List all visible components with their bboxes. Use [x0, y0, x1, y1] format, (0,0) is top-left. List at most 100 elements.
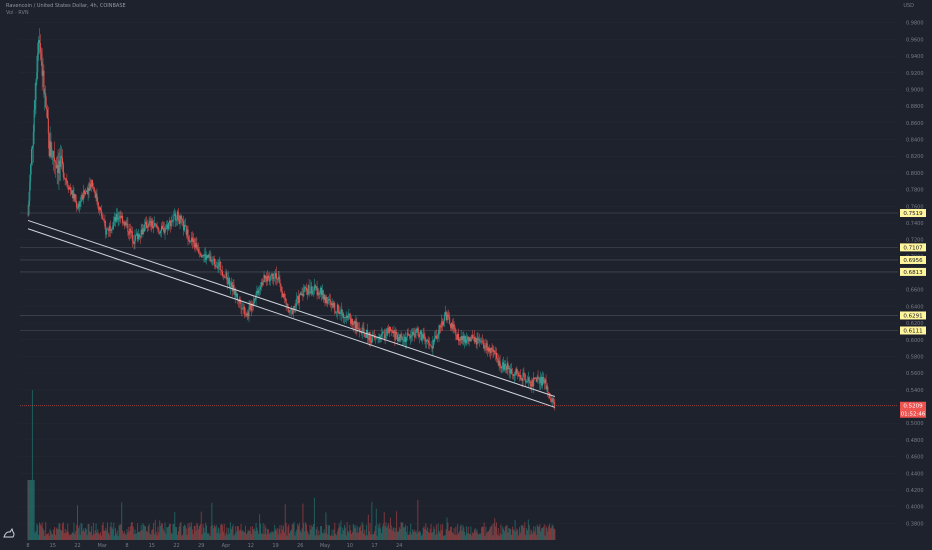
candle-body: [523, 372, 525, 374]
volume-bar: [197, 524, 199, 540]
candle-body: [442, 321, 444, 326]
volume-bar: [424, 528, 426, 540]
volume-bar: [376, 535, 378, 540]
volume-bar: [37, 525, 39, 540]
volume-bar: [206, 533, 208, 540]
price-label: 0.6813: [903, 270, 923, 276]
candle-body: [391, 329, 393, 332]
candle-body: [329, 299, 331, 303]
volume-bar: [260, 533, 262, 540]
candle-body: [264, 274, 266, 279]
candle-body: [355, 321, 357, 329]
volume-bar: [294, 535, 296, 540]
volume-bar: [228, 528, 230, 540]
candle-body: [198, 248, 200, 253]
volume-bar: [535, 534, 537, 540]
volume-bar: [140, 524, 142, 540]
price-tick-label: 0.6600: [906, 288, 924, 294]
candle-body: [516, 368, 518, 373]
volume-bar: [103, 530, 105, 540]
volume-bar: [229, 533, 231, 540]
volume-bar: [303, 523, 305, 540]
symbol-title: Ravencoin / United States Dollar, 4h, CO…: [6, 3, 126, 9]
candle-body: [37, 52, 39, 73]
volume-bar: [549, 523, 551, 540]
candle-body: [92, 180, 94, 187]
time-axis[interactable]: 8 15 22 Mar 8 15 22 29 Apr 12 19 26 May 10 17 24: [26, 543, 402, 549]
candle-body: [271, 273, 273, 276]
volume-bar: [105, 527, 107, 540]
candle-body: [425, 340, 427, 342]
volume-bar: [160, 525, 162, 540]
candle-body: [149, 220, 151, 222]
volume-bar: [183, 526, 185, 540]
volume-bar: [218, 528, 220, 540]
candle-body: [485, 343, 487, 348]
price-tick-label: 0.9400: [906, 54, 924, 60]
candle-body: [404, 336, 406, 343]
candle-body: [208, 254, 210, 258]
price-tick-label: 0.6000: [906, 338, 924, 344]
volume-bar: [487, 531, 489, 540]
candle-body: [461, 336, 463, 340]
candle-body: [162, 228, 164, 230]
candle-body: [58, 160, 60, 173]
volume-bar: [102, 522, 104, 540]
volume-bar: [407, 534, 409, 540]
volume-bar: [88, 524, 90, 540]
candle-body: [406, 332, 408, 338]
candle-body: [541, 376, 543, 386]
price-tick-label: 0.5600: [906, 371, 924, 377]
volume-bar: [432, 531, 434, 540]
volume-bar: [76, 524, 78, 540]
candle-body: [54, 157, 56, 162]
volume-bar: [526, 527, 528, 540]
volume-bar: [342, 527, 344, 540]
candle-body: [281, 290, 283, 293]
volume-bar: [545, 525, 547, 540]
candle-body: [141, 229, 143, 235]
candle-body: [231, 282, 233, 292]
volume-bar: [449, 530, 451, 540]
candle-body: [454, 327, 456, 330]
candle-body: [220, 261, 222, 271]
volume-bar: [69, 535, 71, 540]
volume-bar: [351, 532, 353, 540]
volume-bar: [148, 524, 150, 540]
candle-body: [209, 256, 211, 258]
candle-body: [30, 164, 32, 182]
candle-body: [106, 228, 108, 235]
volume-bar: [435, 534, 437, 540]
volume-bar: [372, 534, 374, 540]
volume-bar: [538, 526, 540, 540]
volume-bar: [456, 534, 458, 540]
volume-bar: [61, 530, 63, 540]
volume-bar: [553, 528, 555, 540]
candle-body: [212, 259, 214, 261]
volume-bar: [404, 527, 406, 540]
trendlines[interactable]: [27, 219, 556, 408]
candle-body: [488, 348, 490, 352]
volume-bar: [496, 522, 498, 540]
price-tick-label: 0.8800: [906, 104, 924, 110]
candle-body: [321, 290, 323, 296]
volume-bar: [363, 533, 365, 540]
candle-body: [319, 293, 321, 295]
volume-bar: [189, 522, 191, 540]
candle-body: [331, 303, 333, 305]
volume-bar: [93, 533, 95, 540]
candle-body: [159, 231, 161, 234]
candle-body: [448, 316, 450, 318]
candle-body: [381, 333, 383, 337]
tradingview-logo-icon[interactable]: [2, 526, 16, 540]
volume-bar: [39, 524, 41, 540]
volume-bar: [78, 525, 80, 540]
candle-body: [316, 286, 318, 295]
volume-bar: [266, 534, 268, 540]
candle-body: [81, 194, 83, 202]
candle-body: [369, 331, 371, 342]
candle-body: [181, 218, 183, 220]
volume-bar: [86, 534, 88, 540]
candle-body: [214, 258, 216, 265]
